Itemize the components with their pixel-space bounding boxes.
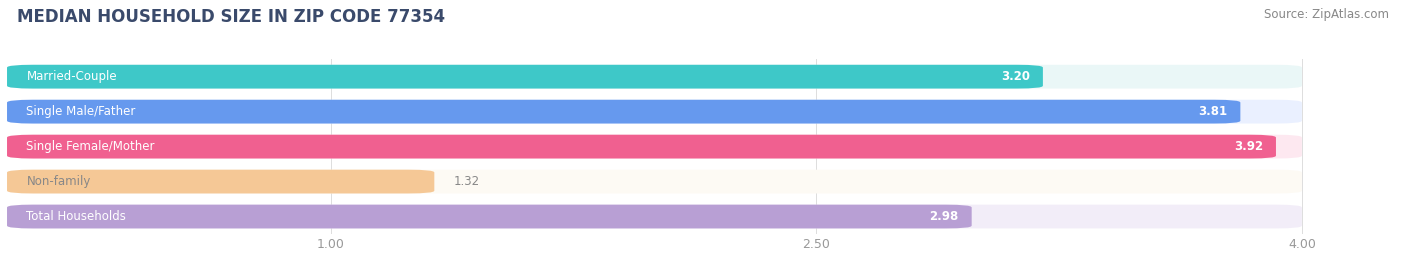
FancyBboxPatch shape <box>7 205 972 228</box>
Text: 3.81: 3.81 <box>1198 105 1227 118</box>
FancyBboxPatch shape <box>7 170 434 193</box>
Text: Non-family: Non-family <box>27 175 91 188</box>
Text: Source: ZipAtlas.com: Source: ZipAtlas.com <box>1264 8 1389 21</box>
FancyBboxPatch shape <box>7 170 1302 193</box>
Text: Married-Couple: Married-Couple <box>27 70 117 83</box>
Text: 3.92: 3.92 <box>1234 140 1263 153</box>
FancyBboxPatch shape <box>7 65 1302 89</box>
FancyBboxPatch shape <box>7 100 1302 123</box>
FancyBboxPatch shape <box>7 135 1302 158</box>
FancyBboxPatch shape <box>7 135 1277 158</box>
Text: 2.98: 2.98 <box>929 210 959 223</box>
Text: MEDIAN HOUSEHOLD SIZE IN ZIP CODE 77354: MEDIAN HOUSEHOLD SIZE IN ZIP CODE 77354 <box>17 8 444 26</box>
FancyBboxPatch shape <box>7 65 1043 89</box>
Text: Single Male/Father: Single Male/Father <box>27 105 136 118</box>
Text: Total Households: Total Households <box>27 210 127 223</box>
FancyBboxPatch shape <box>7 100 1240 123</box>
Text: 1.32: 1.32 <box>454 175 479 188</box>
Text: 3.20: 3.20 <box>1001 70 1031 83</box>
Text: Single Female/Mother: Single Female/Mother <box>27 140 155 153</box>
FancyBboxPatch shape <box>7 205 1302 228</box>
